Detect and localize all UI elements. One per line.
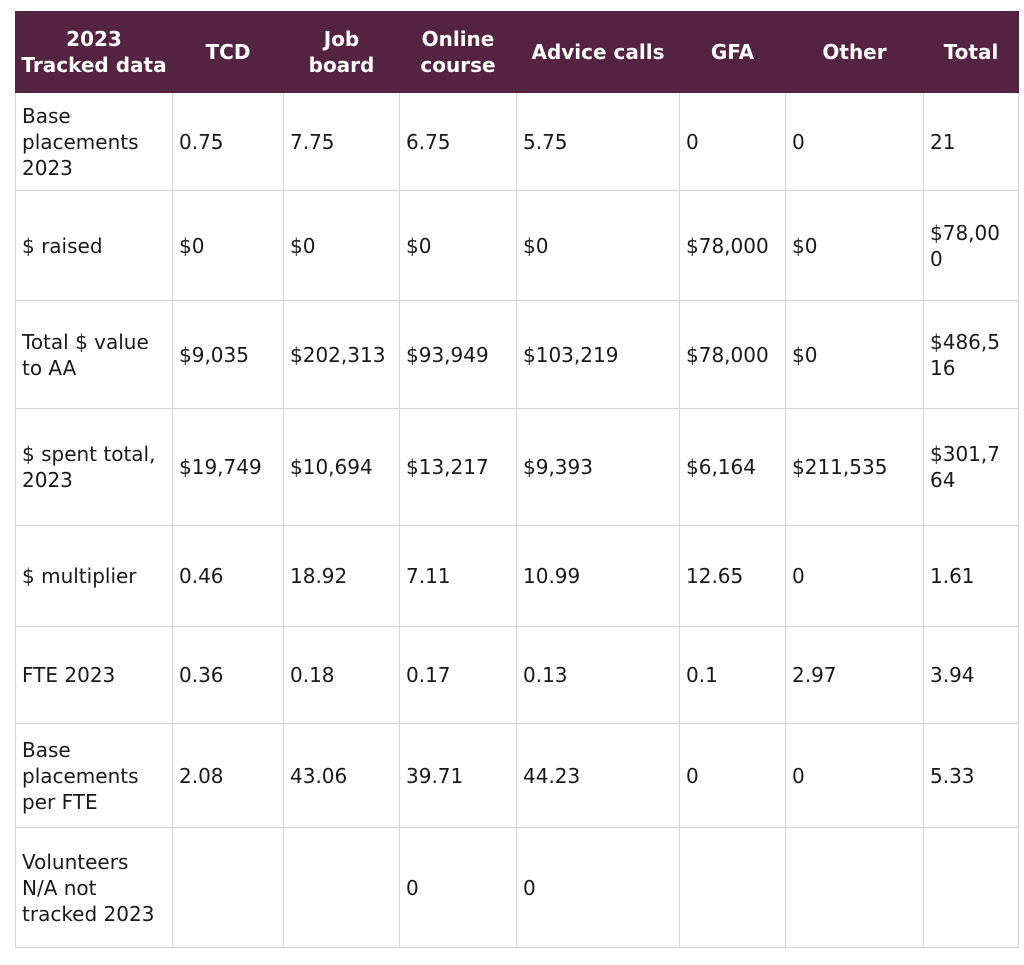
header-other: Other xyxy=(785,11,924,93)
table-header: 2023 Tracked data TCD Job board Online c… xyxy=(15,11,1019,93)
data-table-container: 2023 Tracked data TCD Job board Online c… xyxy=(15,11,1019,948)
header-tracked-data: 2023 Tracked data xyxy=(15,11,173,93)
table-cell: $301,764 xyxy=(923,408,1019,526)
table-cell: 0.18 xyxy=(283,626,400,724)
table-cell: $19,749 xyxy=(172,408,284,526)
table-cell: 7.75 xyxy=(283,92,400,191)
table-cell: 1.61 xyxy=(923,525,1019,627)
tracked-data-table: 2023 Tracked data TCD Job board Online c… xyxy=(15,11,1019,948)
header-advice-calls: Advice calls xyxy=(516,11,680,93)
table-cell: $211,535 xyxy=(785,408,924,526)
table-cell: $0 xyxy=(785,300,924,409)
table-cell: $10,694 xyxy=(283,408,400,526)
table-row: $ spent total, 2023 $19,749 $10,694 $13,… xyxy=(15,408,1019,526)
table-cell: $0 xyxy=(516,190,680,301)
table-row: $ multiplier 0.46 18.92 7.11 10.99 12.65… xyxy=(15,525,1019,627)
table-cell: 5.33 xyxy=(923,723,1019,828)
table-cell: 43.06 xyxy=(283,723,400,828)
row-label: Total $ value to AA xyxy=(15,300,173,409)
header-job-board: Job board xyxy=(283,11,400,93)
table-cell xyxy=(283,827,400,948)
table-cell: $0 xyxy=(785,190,924,301)
table-cell: $78,000 xyxy=(679,300,786,409)
table-cell: 0 xyxy=(516,827,680,948)
table-cell: 0.75 xyxy=(172,92,284,191)
table-cell: 3.94 xyxy=(923,626,1019,724)
table-cell: 7.11 xyxy=(399,525,517,627)
table-cell: $0 xyxy=(283,190,400,301)
table-cell: 21 xyxy=(923,92,1019,191)
table-cell: 44.23 xyxy=(516,723,680,828)
table-row: Total $ value to AA $9,035 $202,313 $93,… xyxy=(15,300,1019,409)
table-cell: $9,035 xyxy=(172,300,284,409)
header-gfa: GFA xyxy=(679,11,786,93)
table-cell: $103,219 xyxy=(516,300,680,409)
table-cell: $202,313 xyxy=(283,300,400,409)
table-row: $ raised $0 $0 $0 $0 $78,000 $0 $78,000 xyxy=(15,190,1019,301)
table-cell: 0.1 xyxy=(679,626,786,724)
table-cell: $0 xyxy=(172,190,284,301)
table-cell: 0 xyxy=(785,723,924,828)
table-cell xyxy=(172,827,284,948)
row-label: $ raised xyxy=(15,190,173,301)
table-cell: $9,393 xyxy=(516,408,680,526)
table-cell: 0.46 xyxy=(172,525,284,627)
table-row: Base placements 2023 0.75 7.75 6.75 5.75… xyxy=(15,92,1019,191)
table-cell: 18.92 xyxy=(283,525,400,627)
table-cell: 5.75 xyxy=(516,92,680,191)
table-cell: 0.13 xyxy=(516,626,680,724)
header-tcd: TCD xyxy=(172,11,284,93)
table-cell: $13,217 xyxy=(399,408,517,526)
table-body: Base placements 2023 0.75 7.75 6.75 5.75… xyxy=(15,92,1019,948)
row-label: $ multiplier xyxy=(15,525,173,627)
table-cell: $6,164 xyxy=(679,408,786,526)
table-cell: 39.71 xyxy=(399,723,517,828)
table-row: Base placements per FTE 2.08 43.06 39.71… xyxy=(15,723,1019,828)
table-cell: $78,000 xyxy=(923,190,1019,301)
row-label: Base placements 2023 xyxy=(15,92,173,191)
table-cell: $486,516 xyxy=(923,300,1019,409)
table-cell: 2.97 xyxy=(785,626,924,724)
table-cell xyxy=(923,827,1019,948)
row-label: Base placements per FTE xyxy=(15,723,173,828)
table-cell: 2.08 xyxy=(172,723,284,828)
table-cell xyxy=(679,827,786,948)
header-row: 2023 Tracked data TCD Job board Online c… xyxy=(15,11,1019,93)
table-cell: 0 xyxy=(679,723,786,828)
table-cell: 10.99 xyxy=(516,525,680,627)
table-cell: $93,949 xyxy=(399,300,517,409)
table-cell: 0 xyxy=(679,92,786,191)
table-cell: 0 xyxy=(399,827,517,948)
table-cell: $78,000 xyxy=(679,190,786,301)
header-online-course: Online course xyxy=(399,11,517,93)
header-total: Total xyxy=(923,11,1019,93)
table-cell: $0 xyxy=(399,190,517,301)
table-cell: 0.36 xyxy=(172,626,284,724)
table-cell: 0.17 xyxy=(399,626,517,724)
table-cell: 12.65 xyxy=(679,525,786,627)
table-cell: 0 xyxy=(785,525,924,627)
table-row: FTE 2023 0.36 0.18 0.17 0.13 0.1 2.97 3.… xyxy=(15,626,1019,724)
table-cell xyxy=(785,827,924,948)
row-label: FTE 2023 xyxy=(15,626,173,724)
table-row: Volunteers N/A not tracked 2023 0 0 xyxy=(15,827,1019,948)
table-cell: 6.75 xyxy=(399,92,517,191)
table-cell: 0 xyxy=(785,92,924,191)
row-label: $ spent total, 2023 xyxy=(15,408,173,526)
row-label: Volunteers N/A not tracked 2023 xyxy=(15,827,173,948)
